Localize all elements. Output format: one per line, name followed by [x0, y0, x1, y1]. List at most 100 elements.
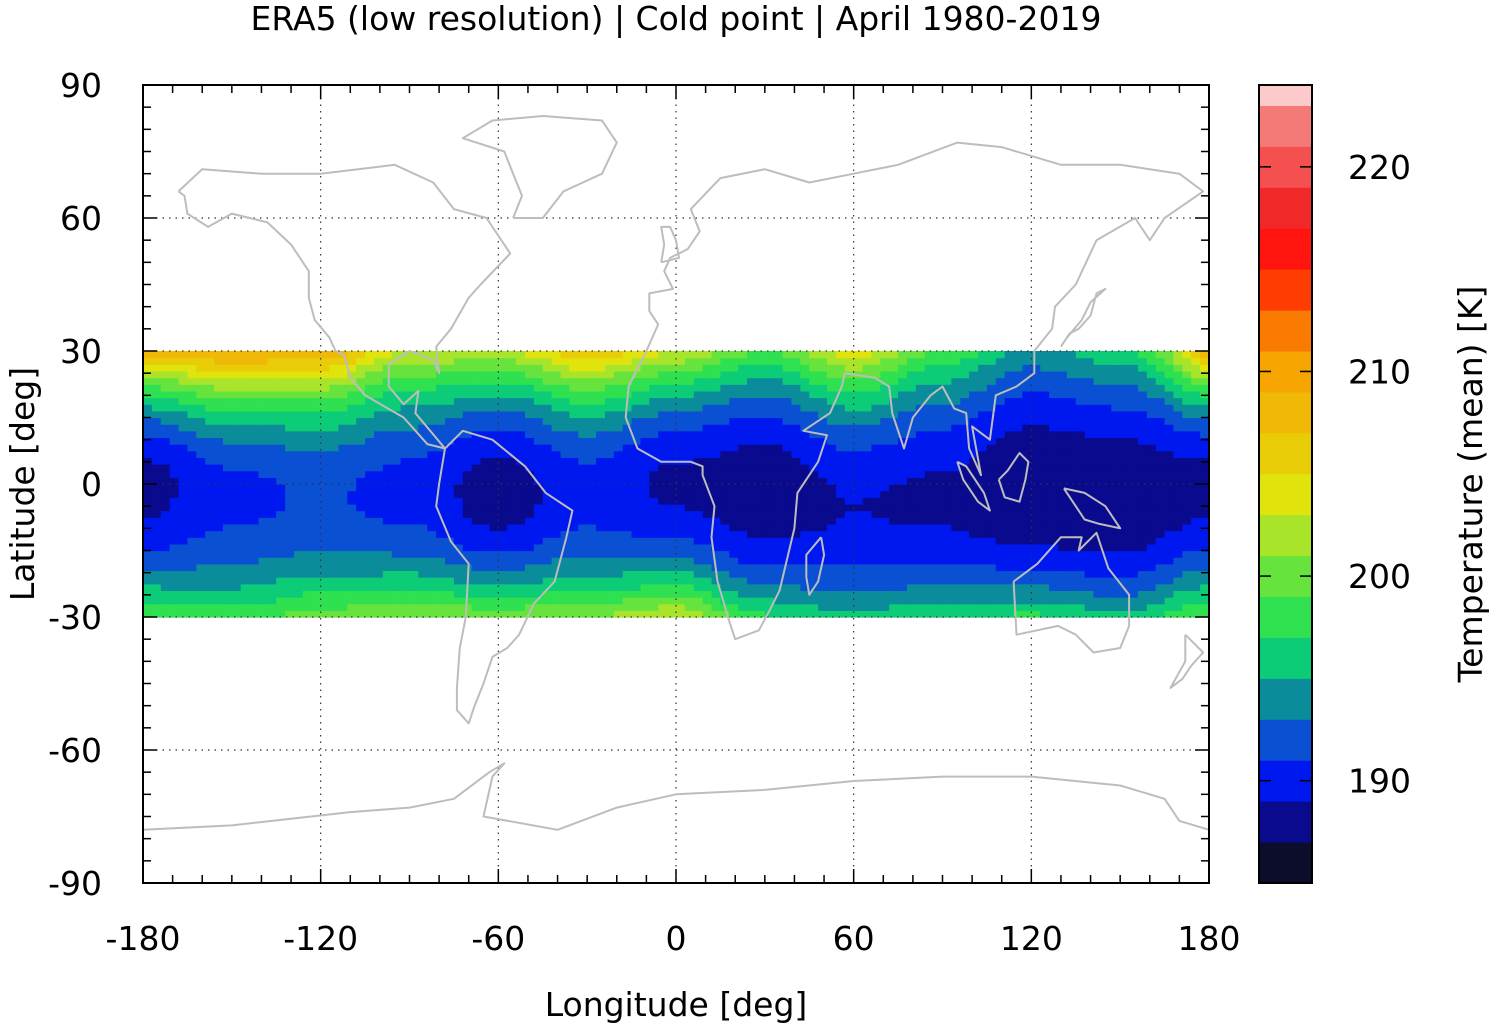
field-cell [1164, 497, 1175, 505]
field-cell [835, 450, 846, 458]
field-cell [436, 603, 446, 611]
field-cell [169, 437, 180, 445]
field-cell [551, 470, 562, 478]
field-cell [187, 424, 197, 432]
field-cell [560, 563, 570, 572]
field-cell [844, 404, 855, 412]
field-cell [738, 530, 748, 538]
field-cell [1146, 563, 1157, 572]
field-cell [1057, 603, 1068, 611]
field-cell [755, 563, 766, 572]
field-cell [231, 537, 242, 545]
field-cell [382, 590, 393, 598]
field-cell [969, 377, 979, 385]
field-cell [453, 603, 464, 611]
field-cell [516, 410, 526, 419]
field-cell [231, 437, 242, 445]
field-cell [400, 530, 411, 538]
field-cell [205, 543, 215, 552]
field-cell [960, 503, 970, 512]
field-cell [578, 397, 588, 405]
field-cell [596, 404, 606, 412]
field-cell [214, 570, 224, 578]
field-cell [1004, 477, 1015, 485]
field-cell [542, 417, 553, 425]
field-cell [294, 497, 304, 505]
field-cell [960, 424, 970, 432]
field-cell [880, 590, 890, 598]
field-cell [178, 364, 189, 372]
field-cell [453, 450, 464, 458]
field-cell [258, 370, 268, 379]
field-cell [1173, 497, 1183, 505]
field-cell [471, 424, 482, 432]
field-cell [835, 557, 846, 565]
field-cell [151, 577, 162, 585]
field-cell [1182, 457, 1192, 465]
field-cell [302, 390, 313, 399]
field-cell [676, 390, 686, 399]
field-cell [809, 477, 819, 485]
field-cell [853, 530, 864, 538]
field-cell [578, 510, 588, 518]
field-cell [667, 603, 677, 611]
field-cell [143, 490, 153, 498]
field-cell [524, 490, 535, 498]
field-cell [1093, 583, 1103, 591]
field-cell [1022, 390, 1032, 399]
field-cell [418, 351, 428, 359]
field-cell [1004, 390, 1015, 399]
field-cell [302, 577, 313, 585]
field-cell [373, 517, 384, 525]
field-cell [1129, 357, 1139, 365]
field-cell [267, 603, 277, 611]
field-cell [800, 417, 810, 425]
field-cell [542, 384, 553, 392]
field-cell [898, 497, 908, 505]
field-cell [151, 477, 162, 485]
field-cell [391, 430, 402, 439]
field-cell [231, 444, 242, 452]
field-cell [782, 370, 793, 379]
field-cell [311, 444, 322, 452]
field-cell [453, 570, 464, 578]
field-cell [1040, 477, 1050, 485]
field-cell [1129, 563, 1139, 572]
field-cell [613, 570, 624, 578]
field-cell [1022, 610, 1032, 618]
field-cell [782, 570, 793, 578]
field-cell [1191, 417, 1201, 425]
field-cell [1191, 523, 1201, 532]
field-cell [222, 543, 233, 552]
field-cell [622, 444, 633, 452]
field-cell [231, 410, 242, 419]
field-cell [1013, 370, 1024, 379]
field-cell [231, 404, 242, 412]
field-cell [471, 537, 482, 545]
field-cell [747, 444, 757, 452]
field-cell [382, 490, 393, 498]
field-cell [294, 610, 304, 618]
field-cell [1040, 444, 1050, 452]
field-cell [871, 357, 881, 365]
field-cell [1173, 450, 1183, 458]
field-cell [684, 477, 695, 485]
field-cell [809, 417, 819, 425]
field-cell [862, 477, 873, 485]
field-cell [533, 357, 544, 365]
field-cell [542, 570, 553, 578]
field-cell [640, 357, 650, 365]
field-cell [871, 577, 881, 585]
field-cell [1120, 450, 1130, 458]
field-cell [640, 497, 650, 505]
field-cell [835, 497, 846, 505]
field-cell [853, 583, 864, 591]
field-cell [1075, 557, 1086, 565]
field-cell [1155, 457, 1166, 465]
field-cell [471, 457, 482, 465]
field-cell [889, 557, 899, 565]
field-cell [231, 450, 242, 458]
field-cell [276, 543, 286, 552]
field-cell [160, 417, 171, 425]
field-cell [587, 377, 597, 385]
